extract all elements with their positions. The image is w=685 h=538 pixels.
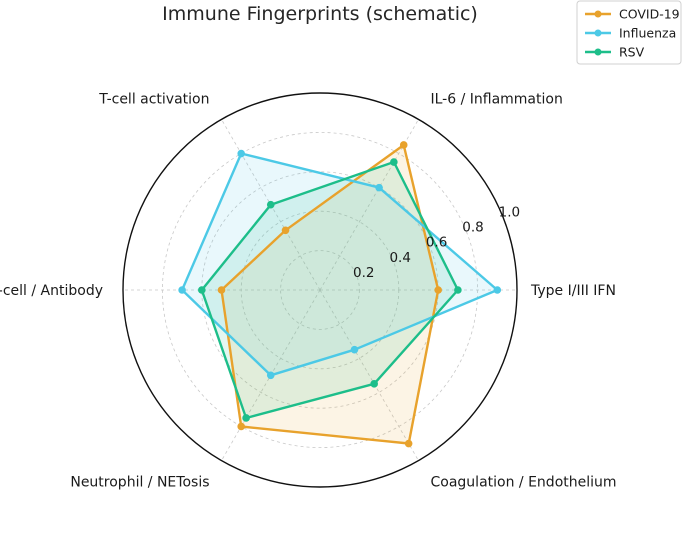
radial-tick-label: 0.4 (389, 250, 410, 266)
radar-series (178, 141, 502, 448)
axis-label: Coagulation / Endothelium (431, 474, 617, 490)
axis-label: Type I/III IFN (530, 283, 616, 299)
legend-box (576, 0, 682, 65)
radial-tick-label: 0.6 (426, 235, 447, 251)
series-point (350, 345, 359, 354)
series-point (266, 200, 275, 209)
series-point (493, 286, 502, 294)
series-point (399, 141, 408, 149)
series-area (201, 162, 458, 418)
radial-tick-label: 0.2 (353, 265, 374, 281)
grid-spoke (319, 289, 419, 461)
outer-frame-ring (122, 92, 518, 488)
axis-label: Neutrophil / NETosis (70, 474, 209, 490)
axis-label: B-cell / Antibody (0, 283, 103, 299)
chart-title: Immune Fingerprints (schematic) (162, 3, 478, 25)
grid-ring (280, 250, 360, 330)
series-point (242, 414, 250, 422)
legend-entry: COVID-19 (619, 7, 680, 22)
series-point (434, 286, 443, 294)
axis-label: IL-6 / Inflammation (431, 92, 563, 108)
legend-swatch-marker (594, 48, 602, 56)
series-area (182, 153, 498, 376)
legend-entry: RSV (619, 45, 645, 60)
series-point (198, 286, 206, 294)
series-point (237, 422, 245, 431)
series-point (390, 158, 398, 166)
series-point (375, 183, 383, 192)
series-point (266, 371, 275, 380)
series-point (454, 286, 462, 294)
radar-grid (122, 92, 518, 488)
series-point (178, 286, 186, 294)
radial-tick-label: 0.8 (462, 220, 483, 236)
series-area (221, 145, 439, 444)
legend-entry: Influenza (619, 26, 676, 41)
radial-ticks: 0.2 0.4 0.6 0.8 1.0 (353, 205, 520, 281)
series-point (281, 226, 290, 235)
legend-swatch-marker (594, 29, 602, 37)
legend-swatch-marker (594, 10, 602, 18)
axis-labels: Type I/III IFN IL-6 / Inflammation T-cell … (0, 92, 617, 491)
series-point (237, 149, 245, 158)
axis-label: T-cell activation (98, 92, 209, 108)
legend: COVID-19 Influenza RSV (576, 0, 682, 65)
series-point (370, 380, 378, 388)
series-point (217, 286, 226, 294)
series-point (404, 439, 413, 448)
radial-tick-label: 1.0 (499, 205, 520, 221)
